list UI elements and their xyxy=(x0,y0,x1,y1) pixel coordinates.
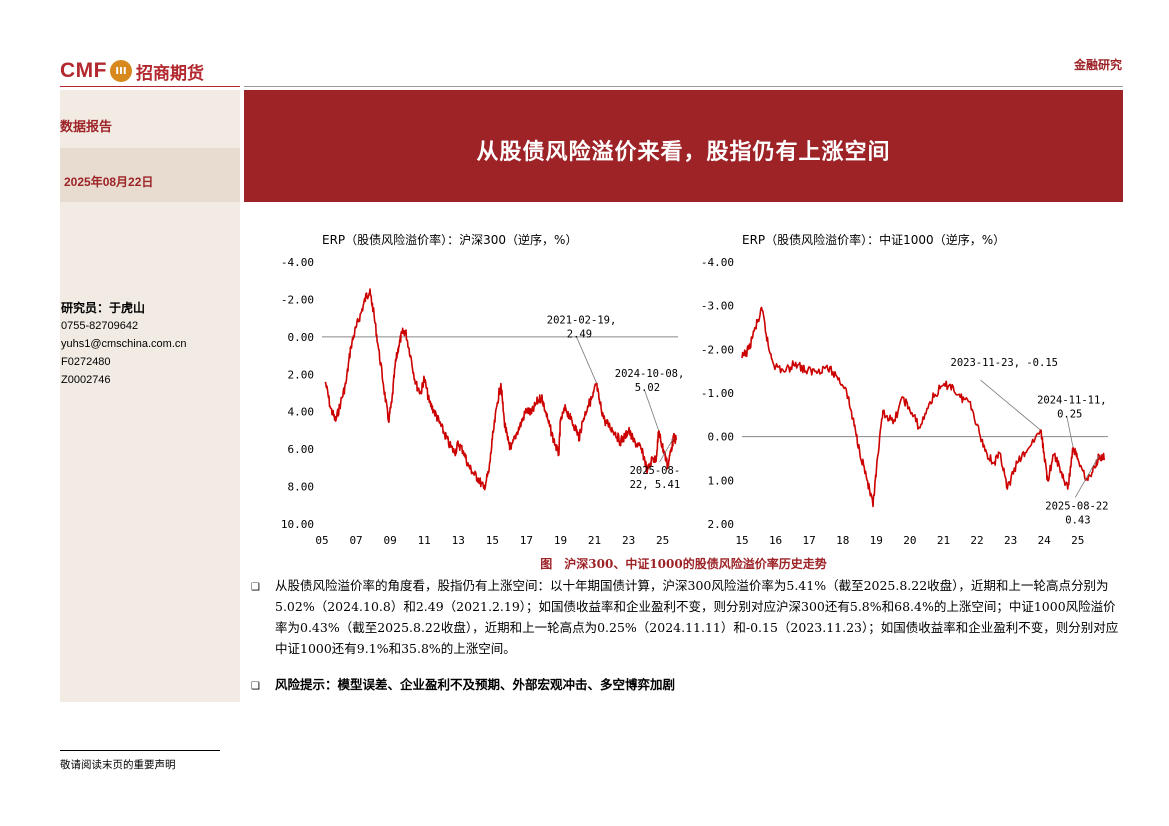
x-tick-label: 19 xyxy=(554,534,567,547)
annotation-line: 2024-10-08, xyxy=(615,368,685,380)
chart-2: ERP（股债风险溢价率）：中证1000（逆序，%） -4.00 -3.00 -2.00… xyxy=(701,232,1108,547)
x-tick-label: 20 xyxy=(903,534,916,547)
x-tick-label: 18 xyxy=(836,534,849,547)
annotation-line: 22, 5.41 xyxy=(630,479,681,491)
report-title: 从股债风险溢价来看，股指仍有上涨空间 xyxy=(476,139,891,165)
y-tick-label: 8.00 xyxy=(288,481,315,494)
annotation-line: 2.49 xyxy=(567,328,592,340)
footer-disclaimer: 敬请阅读末页的重要声明 xyxy=(60,759,176,771)
footer-divider xyxy=(60,750,220,751)
y-tick-label: -4.00 xyxy=(281,256,314,269)
x-tick-label: 13 xyxy=(452,534,465,547)
x-tick-label: 21 xyxy=(937,534,950,547)
annotation-label: 2024-11-11, 0.25 xyxy=(1037,395,1107,421)
annotation-line: 2021-02-19, xyxy=(547,314,617,326)
logo-emblem-icon: III xyxy=(110,60,132,82)
figure-caption: 图 沪深300、中证1000的股债风险溢价率历史走势 xyxy=(540,557,827,571)
x-tick-label: 17 xyxy=(803,534,816,547)
x-tick-label: 24 xyxy=(1038,534,1052,547)
risk-warning: 风险提示：模型误差、企业盈利不及预期、外部宏观冲击、多空博弈加剧 xyxy=(275,677,676,692)
y-tick-label: 0.00 xyxy=(288,331,315,344)
analyst-license-f: F0272480 xyxy=(61,356,111,368)
annotation-label: 2025-08-22, 0.43 xyxy=(1045,500,1108,526)
x-tick-label: 23 xyxy=(1004,534,1017,547)
x-tick-label: 07 xyxy=(349,534,362,547)
y-tick-label: -4.00 xyxy=(701,256,734,269)
y-tick-label: 2.00 xyxy=(708,518,735,531)
analyst-phone: 0755-82709642 xyxy=(61,320,139,332)
x-tick-label: 23 xyxy=(622,534,635,547)
annotation-line: 0.25 xyxy=(1057,409,1082,421)
header-section-label: 金融研究 xyxy=(1073,58,1122,72)
y-tick-label: 4.00 xyxy=(288,406,315,419)
annotation-label: 2023-11-23, -0.15 xyxy=(951,357,1058,369)
x-tick-label: 21 xyxy=(588,534,601,547)
annotation-line: 0.43 xyxy=(1065,514,1090,526)
annotation-leader xyxy=(1074,455,1100,498)
logo-underline xyxy=(60,86,240,87)
x-tick-label: 19 xyxy=(870,534,883,547)
annotation-line: 2025-08- xyxy=(630,465,681,477)
x-tick-label: 11 xyxy=(418,534,431,547)
y-tick-label: 1.00 xyxy=(708,474,735,487)
annotation-line: 2024-11-11, xyxy=(1037,395,1107,407)
header-divider xyxy=(244,86,1123,87)
x-tick-label: 16 xyxy=(769,534,782,547)
series-line xyxy=(741,306,1106,508)
x-tick-label: 15 xyxy=(735,534,748,547)
annotation-leader xyxy=(576,337,598,384)
company-logo: CMF III 招商期货 xyxy=(60,58,204,84)
annotation-label: 2024-10-08, 5.02 xyxy=(615,368,685,394)
annotation-label: 2025-08- 22, 5.41 xyxy=(630,465,681,491)
annotation-label: 2021-02-19, 2.49 xyxy=(547,314,617,340)
title-banner xyxy=(244,90,1123,202)
y-tick-label: 0.00 xyxy=(708,431,735,444)
report-type: 数据报告 xyxy=(60,120,113,135)
x-tick-label: 25 xyxy=(1071,534,1084,547)
y-tick-label: -2.00 xyxy=(701,343,734,356)
chart-title: ERP（股债风险溢价率）：沪深300（逆序，%） xyxy=(322,232,577,247)
y-tick-label: -2.00 xyxy=(281,293,314,306)
chart-1: ERP（股债风险溢价率）：沪深300（逆序，%） -4.00 -2.00 0.00 2.… xyxy=(281,232,684,547)
y-tick-label: 6.00 xyxy=(288,443,315,456)
bullet-square-icon: ❑ xyxy=(251,582,260,593)
annotation-leader xyxy=(1066,417,1074,448)
annotation-leader xyxy=(980,379,1041,431)
series-line xyxy=(324,288,678,491)
y-tick-label: 10.00 xyxy=(281,518,314,531)
x-tick-label: 15 xyxy=(486,534,499,547)
x-tick-label: 25 xyxy=(656,534,669,547)
annotation-line: 2023-11-23, -0.15 xyxy=(951,357,1058,369)
logo-latin: CMF xyxy=(60,59,107,82)
annotation-leader xyxy=(644,390,660,431)
bullet-square-icon: ❑ xyxy=(251,681,260,692)
report-date: 2025年08月22日 xyxy=(64,175,154,189)
x-tick-label: 17 xyxy=(520,534,533,547)
chart-title: ERP（股债风险溢价率）：中证1000（逆序，%） xyxy=(742,232,1005,247)
annotation-line: 2025-08-22, xyxy=(1045,500,1108,512)
y-tick-label: 2.00 xyxy=(288,368,315,381)
erp-charts: ERP（股债风险溢价率）：沪深300（逆序，%） -4.00 -2.00 0.00 2.… xyxy=(281,232,1108,547)
annotation-leader xyxy=(659,437,674,463)
x-tick-label: 22 xyxy=(970,534,983,547)
analyst-license-z: Z0002746 xyxy=(61,374,111,386)
logo-chinese: 招商期货 xyxy=(136,63,204,84)
x-tick-label: 05 xyxy=(315,534,328,547)
x-tick-label: 09 xyxy=(384,534,397,547)
y-tick-label: -1.00 xyxy=(701,387,734,400)
analyst-email: yuhs1@cmschina.com.cn xyxy=(61,338,187,350)
analysis-paragraph: 从股债风险溢价率的角度看，股指仍有上涨空间：以十年期国债计算，沪深300风险溢价… xyxy=(275,578,1119,656)
analyst-name: 研究员：于虎山 xyxy=(61,301,146,315)
y-tick-label: -3.00 xyxy=(701,300,734,313)
date-band xyxy=(60,148,240,202)
annotation-line: 5.02 xyxy=(635,382,660,394)
